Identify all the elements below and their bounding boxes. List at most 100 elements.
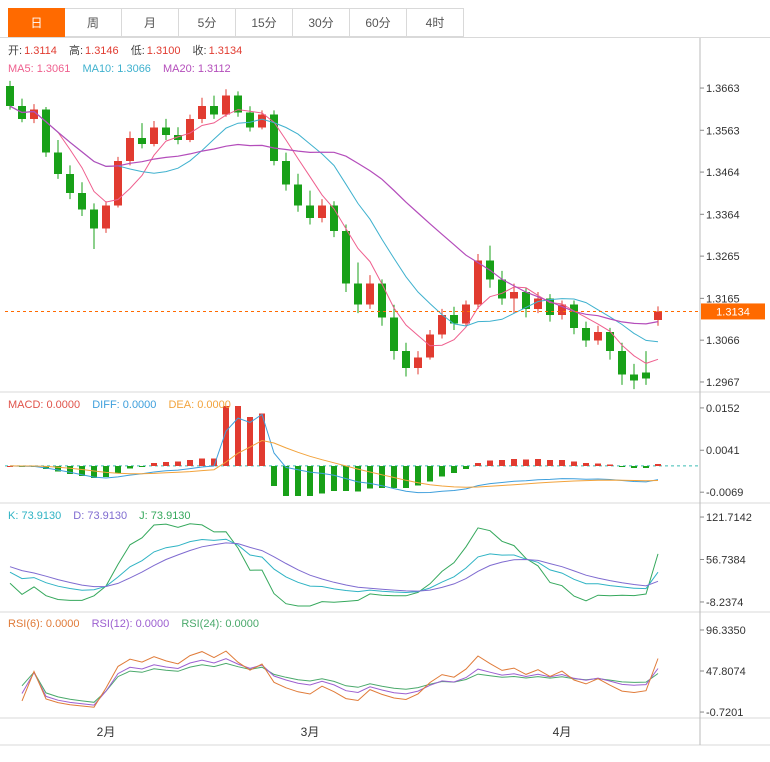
candle-body <box>114 161 122 206</box>
candle-body <box>30 109 38 119</box>
macd-bar <box>463 465 469 469</box>
macd-bar <box>103 465 109 478</box>
price-chart-canvas[interactable]: 1.3663 1.3563 1.3464 1.3364 1.3265 1.3165 1.30… <box>0 38 770 762</box>
candle-body <box>330 205 338 231</box>
macd-bar <box>475 463 481 466</box>
timeframe-tab-5[interactable]: 15分 <box>236 8 293 37</box>
candle-body <box>558 304 566 316</box>
candle-body <box>354 283 362 305</box>
macd-bar <box>511 458 517 466</box>
axis-label: 1.3265 <box>706 251 740 263</box>
current-price-badge-text: 1.3134 <box>716 306 750 318</box>
candle-body <box>174 134 182 140</box>
timeframe-tab-6[interactable]: 30分 <box>293 8 350 37</box>
candle-body <box>594 332 602 341</box>
candle-body <box>198 106 206 119</box>
ma20-line <box>9 105 659 325</box>
candle-body <box>630 374 638 381</box>
candle-body <box>546 298 554 316</box>
candle-body <box>522 292 530 309</box>
macd-bar <box>523 459 529 466</box>
macd-bar <box>247 416 253 466</box>
macd-bar <box>43 465 49 469</box>
macd-bar <box>655 463 661 466</box>
macd-bar <box>67 465 73 475</box>
d-line <box>9 542 659 592</box>
macd-bar <box>187 459 193 466</box>
macd-bar <box>439 465 445 477</box>
axis-label: 1.3663 <box>706 83 740 95</box>
axis-label: -8.2374 <box>706 597 743 609</box>
candle-body <box>246 112 254 128</box>
timeframe-tab-3[interactable]: 月 <box>122 8 179 37</box>
candle-body <box>306 205 314 219</box>
macd-bar <box>199 458 205 466</box>
axis-label: 56.7384 <box>706 554 746 566</box>
macd-bar <box>619 465 625 467</box>
candle-body <box>390 317 398 352</box>
macd-bar <box>331 465 337 491</box>
axis-label: 1.3066 <box>706 335 740 347</box>
macd-bar <box>403 465 409 488</box>
candle-body <box>150 127 158 145</box>
candle-body <box>54 152 62 174</box>
rsi12-line <box>21 658 659 706</box>
macd-bar <box>115 465 121 474</box>
current-price-badge <box>701 303 765 320</box>
timeframe-tab-7[interactable]: 60分 <box>350 8 407 37</box>
timeframe-tab-4[interactable]: 5分 <box>179 8 236 37</box>
candle-body <box>282 161 290 185</box>
axis-label: 1.3563 <box>706 125 740 137</box>
candle-body <box>510 292 518 299</box>
macd-bar <box>307 465 313 496</box>
candle-body <box>90 209 98 229</box>
candle-body <box>342 230 350 284</box>
macd-bar <box>283 465 289 496</box>
k-line <box>9 538 659 594</box>
macd-bar <box>391 465 397 489</box>
macd-bar <box>139 465 145 467</box>
axis-label: 0.0152 <box>706 403 740 415</box>
axis-label: 1.3165 <box>706 293 740 305</box>
macd-bar <box>223 406 229 466</box>
candle-body <box>582 327 590 341</box>
candle-body <box>222 95 230 115</box>
candle-body <box>270 114 278 162</box>
macd-bar <box>643 465 649 469</box>
axis-label: 96.3350 <box>706 625 746 637</box>
timeframe-tab-1[interactable]: 日 <box>8 8 65 37</box>
macd-bar <box>55 465 61 472</box>
candle-body <box>78 192 86 210</box>
timeframe-tab-2[interactable]: 周 <box>65 8 122 37</box>
macd-bar <box>571 461 577 466</box>
rsi24-line <box>21 662 659 703</box>
candle-body <box>462 304 470 324</box>
macd-bar <box>559 459 565 466</box>
candle-body <box>438 315 446 335</box>
macd-bar <box>499 459 505 466</box>
candle-body <box>42 109 50 153</box>
candle-body <box>366 283 374 305</box>
ma5-line <box>9 105 659 364</box>
candle-body <box>234 95 242 113</box>
macd-bar <box>379 465 385 488</box>
candle-body <box>450 315 458 324</box>
x-axis-month-label: 3月 <box>301 725 320 739</box>
x-axis-month-label: 4月 <box>553 725 572 739</box>
candle-body <box>210 106 218 115</box>
timeframe-tab-8[interactable]: 4时 <box>407 8 464 37</box>
candle-body <box>414 357 422 369</box>
axis-label: 0.0041 <box>706 445 740 457</box>
candle-body <box>570 304 578 328</box>
candle-body <box>618 351 626 375</box>
macd-bar <box>487 460 493 466</box>
candle-body <box>294 184 302 206</box>
macd-bar <box>235 406 241 466</box>
macd-bar <box>427 465 433 482</box>
macd-bar <box>211 458 217 466</box>
candle-body <box>66 173 74 193</box>
candle-body <box>654 311 662 320</box>
candle-body <box>534 298 542 309</box>
macd-bar <box>535 459 541 466</box>
macd-bar <box>295 465 301 496</box>
